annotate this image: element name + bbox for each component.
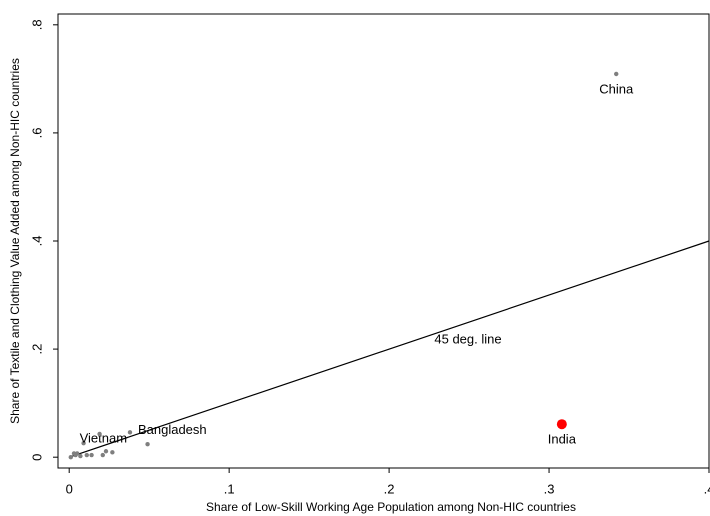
y-tick-label: .8 <box>29 19 44 30</box>
data-point <box>100 452 105 458</box>
y-tick-label: .2 <box>29 344 44 355</box>
data-point <box>127 430 133 435</box>
point-label: Vietnam <box>80 431 127 446</box>
x-tick-label: 0 <box>66 481 73 496</box>
data-point <box>145 442 150 447</box>
data-point <box>103 449 109 454</box>
reference-line <box>69 240 710 458</box>
data-point <box>68 454 73 460</box>
data-point <box>78 453 83 459</box>
data-point <box>89 452 94 458</box>
x-tick-label: .2 <box>384 481 395 496</box>
data-point <box>110 450 115 455</box>
y-axis-title: Share of Textile and Clothing Value Adde… <box>8 58 22 424</box>
data-point <box>81 440 86 446</box>
x-tick-label: .4 <box>704 481 710 496</box>
y-tick-label: .6 <box>29 127 44 138</box>
data-point <box>84 452 89 458</box>
x-axis-title: Share of Low-Skill Working Age Populatio… <box>206 500 576 514</box>
x-tick-label: .3 <box>544 481 555 496</box>
y-tick-label: 0 <box>29 454 44 461</box>
y-tick-label: .4 <box>29 236 44 247</box>
data-point <box>97 431 102 437</box>
data-point <box>614 71 619 77</box>
point-label: India <box>548 432 577 447</box>
data-point <box>556 419 567 430</box>
point-label: Bangladesh <box>138 422 207 437</box>
data-point <box>71 451 77 456</box>
data-point <box>74 451 80 456</box>
reference-line-label: 45 deg. line <box>434 331 501 346</box>
point-label: China <box>599 81 634 96</box>
x-tick-label: .1 <box>224 481 235 496</box>
